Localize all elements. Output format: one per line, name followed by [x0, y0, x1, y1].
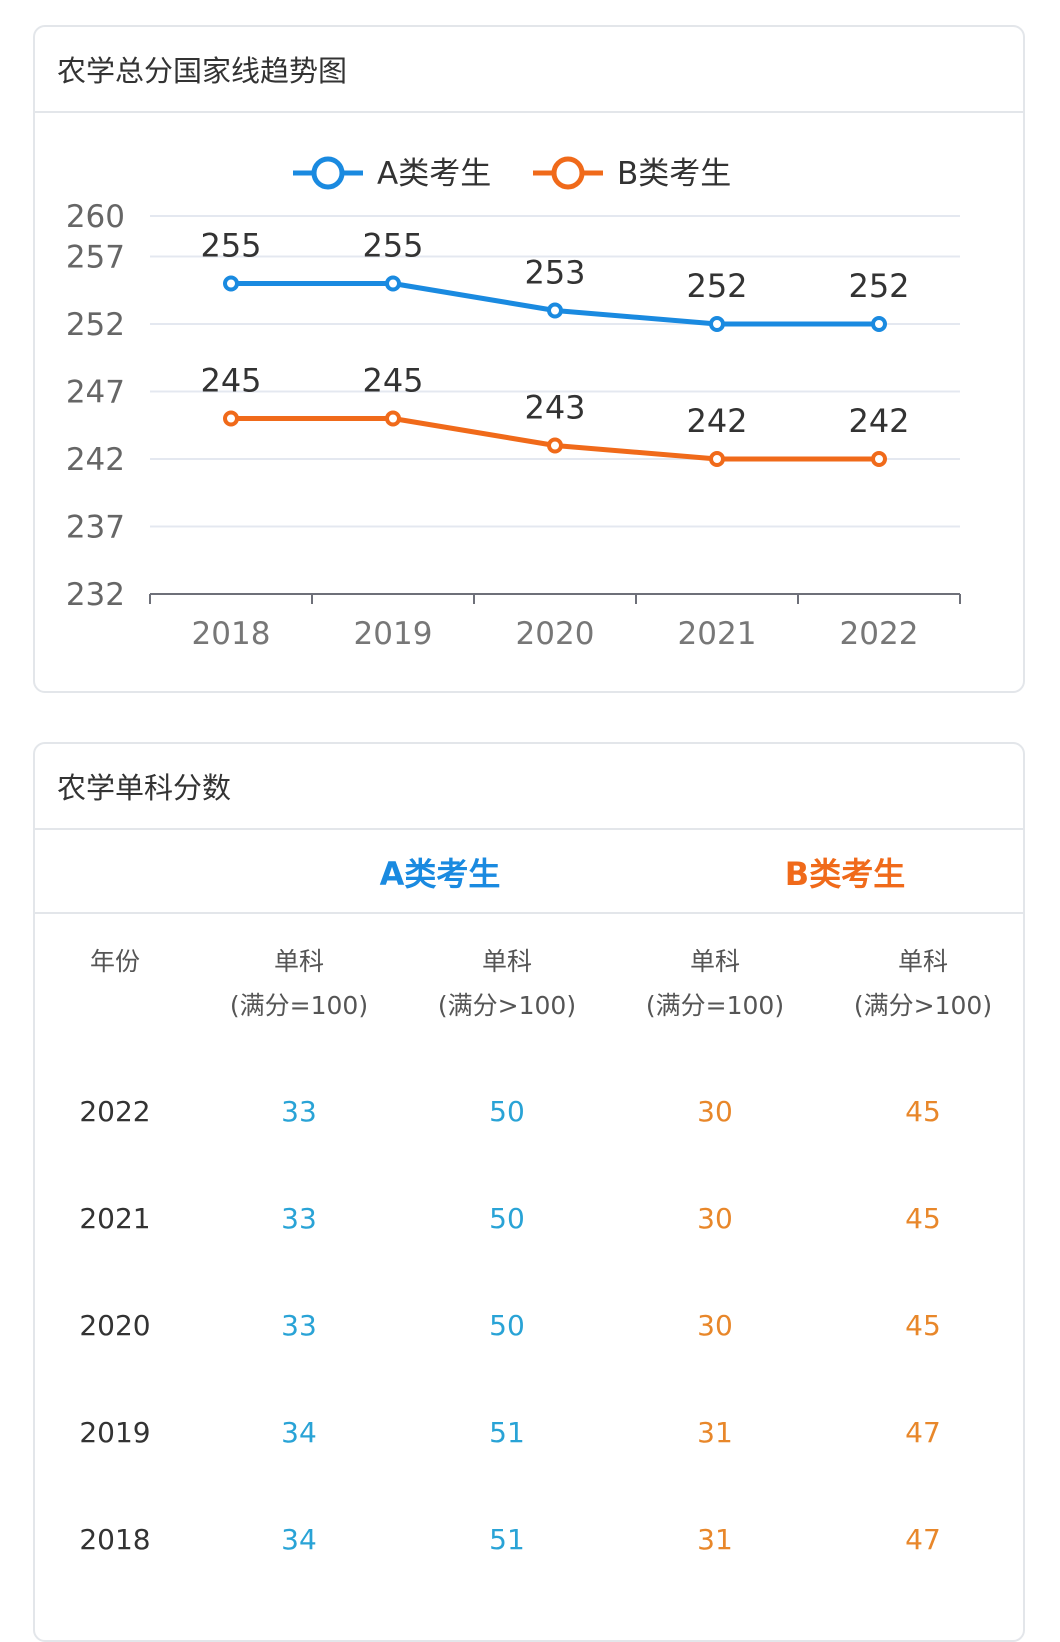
column-header-line2: (满分=100): [229, 991, 369, 1020]
year-cell: 2019: [79, 1416, 151, 1449]
column-header-line2: (满分=100): [645, 991, 785, 1020]
y-tick-label: 237: [66, 510, 125, 546]
group-a-label: A类考生: [379, 855, 501, 893]
table-row: 2022 33 50 30 45: [35, 1058, 1023, 1165]
column-header-b-gt100: 单科 (满分>100): [819, 914, 1023, 1058]
a-gt100-cell: 50: [489, 1202, 525, 1235]
x-tick-label: 2020: [516, 616, 595, 652]
data-label: 245: [362, 362, 423, 400]
legend-label: B类考生: [617, 156, 731, 192]
x-tick-label: 2021: [678, 616, 757, 652]
year-cell: 2018: [79, 1523, 151, 1556]
x-tick-label: 2019: [354, 616, 433, 652]
data-label: 253: [524, 254, 585, 292]
data-label: 252: [848, 267, 909, 305]
legend-marker: [551, 156, 585, 190]
b-gt100-cell: 47: [905, 1416, 941, 1449]
single-subject-card: 农学单科分数 A类考生 B类考生 年份 单科 (满分=100) 单科 (满分>1…: [33, 742, 1025, 1642]
column-header-year: 年份: [35, 914, 195, 1058]
data-point: [547, 437, 563, 454]
b-eq100-cell: 31: [697, 1416, 733, 1449]
legend-label: A类考生: [377, 156, 491, 192]
data-label: 255: [200, 227, 261, 265]
b-eq100-cell: 31: [697, 1523, 733, 1556]
data-label: 252: [686, 267, 747, 305]
year-cell: 2022: [79, 1095, 151, 1128]
legend-marker: [311, 156, 345, 190]
y-tick-label: 232: [66, 577, 125, 613]
data-label: 255: [362, 227, 423, 265]
data-label: 245: [200, 362, 261, 400]
column-header-line2: (满分>100): [853, 991, 993, 1020]
year-cell: 2021: [79, 1202, 151, 1235]
b-gt100-cell: 45: [905, 1202, 941, 1235]
group-header-row: A类考生 B类考生: [35, 830, 1023, 914]
b-eq100-cell: 30: [697, 1095, 733, 1128]
column-header-line2: (满分>100): [437, 991, 577, 1020]
data-point: [871, 451, 887, 467]
data-label: 242: [848, 402, 909, 440]
column-header-line1: 年份: [89, 947, 140, 976]
table-header-row: 年份 单科 (满分=100) 单科 (满分>100) 单科 (满分=100) 单…: [35, 914, 1023, 1058]
a-eq100-cell: 34: [281, 1523, 317, 1556]
trend-chart-card: 农学总分国家线趋势图 232 237 242 247 252 257 260 2018 2019…: [33, 25, 1025, 693]
y-tick-label: 260: [66, 199, 125, 235]
chart-card-title: 农学总分国家线趋势图: [35, 27, 1023, 113]
b-gt100-cell: 45: [905, 1309, 941, 1342]
data-point: [709, 316, 725, 332]
column-header-a-gt100: 单科 (满分>100): [403, 914, 611, 1058]
data-point: [547, 302, 563, 319]
a-gt100-cell: 51: [489, 1523, 525, 1556]
data-label: 242: [686, 402, 747, 440]
year-cell: 2020: [79, 1309, 151, 1342]
data-point: [709, 451, 725, 467]
x-tick-label: 2018: [192, 616, 271, 652]
a-gt100-cell: 51: [489, 1416, 525, 1449]
b-eq100-cell: 30: [697, 1309, 733, 1342]
column-header-a-eq100: 单科 (满分=100): [195, 914, 403, 1058]
line-chart: 232 237 242 247 252 257 260 2018 2019 2020 2021 202…: [66, 156, 961, 652]
table-row: 2018 34 51 31 47: [35, 1486, 1023, 1593]
a-eq100-cell: 34: [281, 1416, 317, 1449]
column-header-line1: 单科: [897, 947, 948, 976]
b-gt100-cell: 47: [905, 1523, 941, 1556]
column-header-line1: 单科: [481, 947, 532, 976]
x-tick-label: 2022: [840, 616, 919, 652]
y-tick-label: 242: [66, 442, 125, 478]
a-gt100-cell: 50: [489, 1309, 525, 1342]
column-header-line1: 单科: [689, 947, 740, 976]
data-label: 243: [524, 389, 585, 427]
a-gt100-cell: 50: [489, 1095, 525, 1128]
column-header-b-eq100: 单科 (满分=100): [611, 914, 819, 1058]
y-tick-label: 252: [66, 307, 125, 343]
data-point: [223, 410, 239, 427]
a-eq100-cell: 33: [281, 1095, 317, 1128]
group-b-label: B类考生: [784, 855, 906, 893]
table-row: 2021 33 50 30 45: [35, 1165, 1023, 1272]
table-row: 2020 33 50 30 45: [35, 1272, 1023, 1379]
y-tick-label: 247: [66, 375, 125, 411]
a-eq100-cell: 33: [281, 1202, 317, 1235]
y-tick-label: 257: [66, 240, 125, 276]
table-card-title: 农学单科分数: [35, 744, 1023, 830]
scores-table: 年份 单科 (满分=100) 单科 (满分>100) 单科 (满分=100) 单…: [35, 914, 1023, 1593]
data-point: [223, 275, 239, 292]
b-eq100-cell: 30: [697, 1202, 733, 1235]
column-header-line1: 单科: [273, 947, 324, 976]
data-point: [385, 410, 401, 427]
b-gt100-cell: 45: [905, 1095, 941, 1128]
a-eq100-cell: 33: [281, 1309, 317, 1342]
data-point: [385, 275, 401, 292]
table-row: 2019 34 51 31 47: [35, 1379, 1023, 1486]
data-point: [871, 316, 887, 332]
